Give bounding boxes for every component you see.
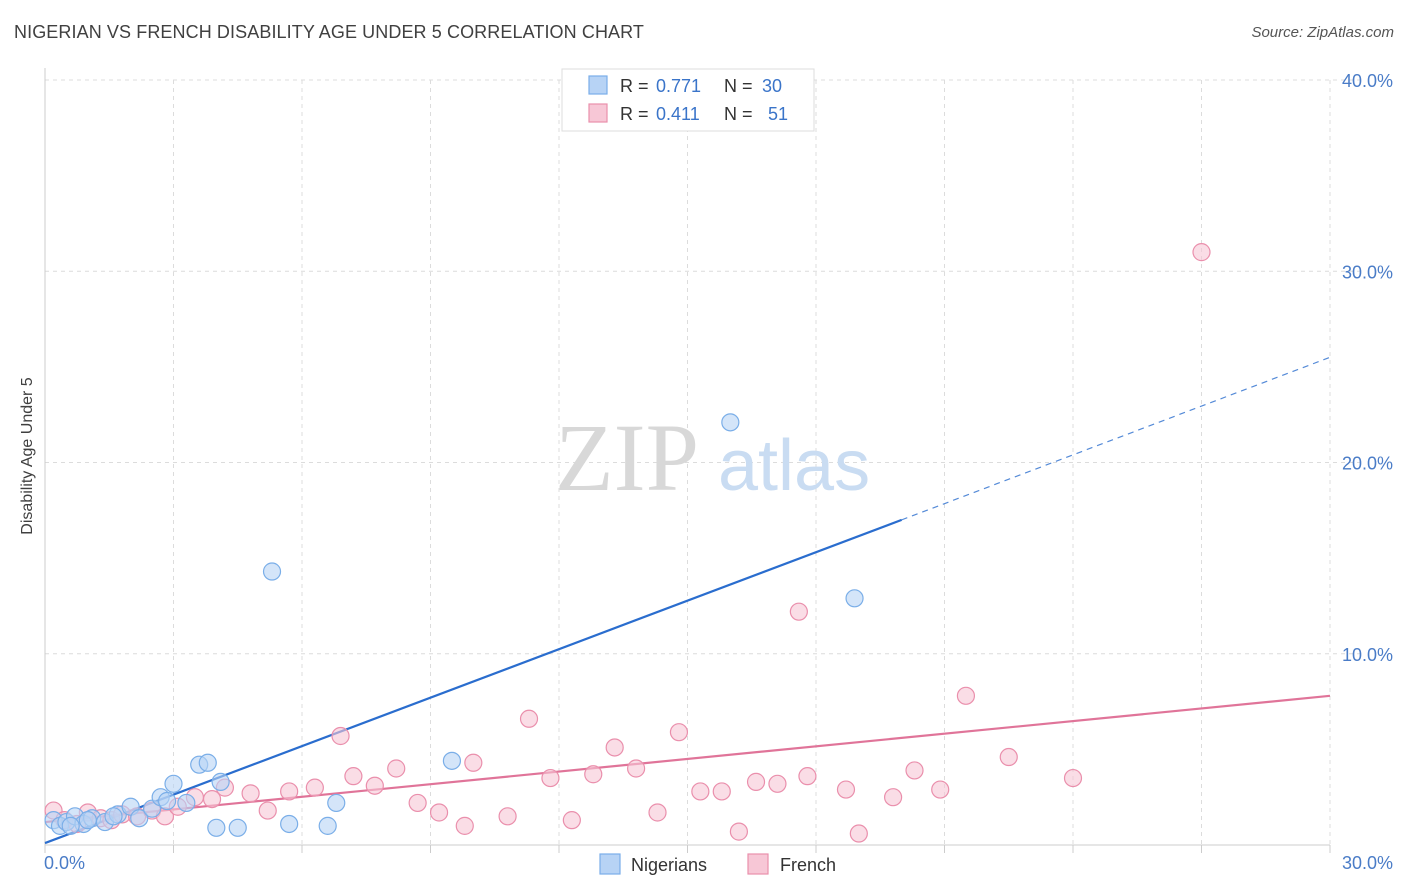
point-french-21 — [387, 759, 406, 778]
point-nigerians-26 — [845, 589, 864, 608]
point-french-33 — [648, 803, 667, 822]
trend-line-nigerians — [44, 518, 903, 845]
point-french-26 — [498, 807, 517, 826]
point-nigerians-12 — [157, 791, 177, 811]
point-french-39 — [768, 774, 787, 793]
point-french-38 — [746, 772, 766, 791]
point-french-49 — [1063, 768, 1083, 788]
legend-r-label-nigerians: R = — [620, 76, 649, 96]
point-french-25 — [464, 753, 483, 772]
y-tick-label-2: 30.0% — [1342, 262, 1393, 282]
point-french-17 — [305, 778, 324, 797]
point-nigerians-9 — [130, 809, 149, 828]
y-tick-label-3: 40.0% — [1342, 71, 1393, 91]
legend-n-label-french: N = — [724, 104, 753, 124]
tick-labels: 10.0% 20.0% 30.0% 40.0% 0.0% 30.0% — [44, 71, 1393, 873]
point-nigerians-28 — [104, 807, 123, 826]
legend-stats: R = 0.771 N = 30 R = 0.411 N = 51 — [561, 68, 815, 132]
point-french-35 — [691, 782, 710, 801]
point-nigerians-16 — [198, 753, 217, 772]
trend-line-extension-nigerians — [901, 356, 1331, 521]
point-french-48 — [999, 747, 1018, 767]
legend-swatch-nigerians — [588, 75, 608, 95]
point-french-18 — [331, 726, 350, 746]
point-french-32 — [626, 759, 646, 778]
x-tick-label-1: 30.0% — [1342, 853, 1393, 873]
gridlines — [45, 79, 1365, 845]
point-french-14 — [241, 784, 260, 803]
legend-bottom-swatch-french — [747, 853, 769, 875]
point-french-34 — [669, 723, 689, 742]
y-tick-label-1: 20.0% — [1342, 454, 1393, 474]
point-french-41 — [798, 767, 817, 786]
legend-bottom-swatch-nigerians — [599, 853, 621, 875]
legend-n-value-french: 51 — [768, 104, 788, 124]
point-french-45 — [905, 761, 924, 780]
legend-swatch-french — [588, 103, 608, 123]
point-french-28 — [541, 768, 560, 788]
point-french-31 — [605, 738, 624, 757]
point-nigerians-19 — [228, 818, 247, 837]
legend-r-value-nigerians: 0.771 — [656, 76, 701, 96]
point-french-43 — [849, 824, 868, 843]
point-french-50 — [1192, 243, 1211, 262]
point-french-23 — [429, 803, 449, 822]
point-french-37 — [729, 822, 749, 841]
source-label: Source: ZipAtlas.com — [1251, 24, 1394, 41]
chart-title: NIGERIAN VS FRENCH DISABILITY AGE UNDER … — [14, 22, 645, 42]
point-french-42 — [836, 780, 856, 799]
point-nigerians-29 — [78, 811, 97, 830]
legend-n-value-nigerians: 30 — [762, 76, 782, 96]
axes — [44, 68, 1331, 853]
point-french-30 — [584, 765, 603, 784]
point-french-22 — [408, 793, 427, 813]
point-french-16 — [280, 782, 299, 801]
point-french-27 — [519, 709, 539, 728]
point-french-15 — [258, 801, 277, 820]
legend-r-label-french: R = — [620, 104, 649, 124]
point-french-20 — [365, 776, 384, 795]
data-points — [44, 243, 1211, 843]
point-nigerians-21 — [280, 814, 299, 834]
trend-line-french — [44, 694, 1331, 824]
watermark-atlas: atlas — [718, 426, 870, 506]
point-nigerians-25 — [721, 413, 740, 432]
legend-n-label-nigerians: N = — [724, 76, 753, 96]
x-tick-label-0: 0.0% — [44, 853, 85, 873]
point-french-36 — [712, 782, 731, 801]
legend-series: Nigerians French — [599, 853, 836, 875]
watermark: ZIP atlas — [555, 404, 870, 511]
y-tick-label-0: 10.0% — [1342, 645, 1393, 665]
point-nigerians-23 — [327, 793, 346, 813]
point-french-24 — [455, 816, 474, 835]
watermark-zip: ZIP — [555, 404, 699, 511]
point-nigerians-13 — [164, 774, 183, 793]
point-french-44 — [883, 788, 903, 807]
trend-lines — [44, 356, 1331, 845]
point-nigerians-17 — [211, 772, 230, 791]
point-french-29 — [562, 811, 581, 830]
point-nigerians-18 — [207, 818, 226, 837]
point-nigerians-22 — [318, 816, 337, 835]
point-french-47 — [956, 686, 976, 705]
legend-bottom-label-french: French — [780, 855, 836, 875]
legend-bottom-label-nigerians: Nigerians — [631, 855, 707, 875]
point-nigerians-24 — [442, 751, 462, 770]
point-nigerians-27 — [61, 816, 80, 835]
point-french-40 — [789, 602, 808, 621]
point-french-19 — [344, 767, 363, 786]
point-french-12 — [202, 789, 222, 809]
legend-r-value-french: 0.411 — [656, 104, 700, 124]
point-french-46 — [931, 780, 950, 799]
point-nigerians-20 — [262, 562, 282, 581]
point-nigerians-14 — [177, 793, 196, 813]
